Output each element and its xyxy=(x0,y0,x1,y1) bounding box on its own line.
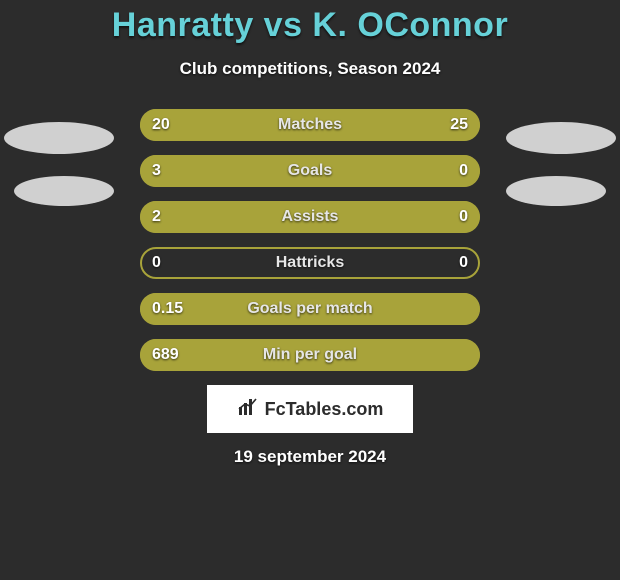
comparison-card: Hanratty vs K. OConnor Club competitions… xyxy=(0,0,620,580)
stat-value-right: 0 xyxy=(459,247,468,279)
player-right-photo-placeholder xyxy=(506,122,616,154)
stat-label: Hattricks xyxy=(140,247,480,279)
logo-text: FcTables.com xyxy=(265,399,384,420)
stat-value-right: 0 xyxy=(459,155,468,187)
chart-icon xyxy=(237,397,259,422)
stat-label: Min per goal xyxy=(140,339,480,371)
stat-label: Assists xyxy=(140,201,480,233)
stat-row: 0Hattricks0 xyxy=(140,247,480,279)
date-text: 19 september 2024 xyxy=(0,447,620,467)
stat-value-right: 0 xyxy=(459,201,468,233)
player-left-photo-placeholder-2 xyxy=(14,176,114,206)
stat-row: 0.15Goals per match xyxy=(140,293,480,325)
stat-label: Matches xyxy=(140,109,480,141)
stat-value-right: 25 xyxy=(450,109,468,141)
page-title: Hanratty vs K. OConnor xyxy=(0,6,620,45)
stat-row: 20Matches25 xyxy=(140,109,480,141)
stat-label: Goals per match xyxy=(140,293,480,325)
stat-row: 689Min per goal xyxy=(140,339,480,371)
stat-label: Goals xyxy=(140,155,480,187)
player-left-photo-placeholder xyxy=(4,122,114,154)
fctables-logo: FcTables.com xyxy=(207,385,413,433)
stat-row: 2Assists0 xyxy=(140,201,480,233)
player-right-photo-placeholder-2 xyxy=(506,176,606,206)
subtitle: Club competitions, Season 2024 xyxy=(0,59,620,79)
stat-row: 3Goals0 xyxy=(140,155,480,187)
